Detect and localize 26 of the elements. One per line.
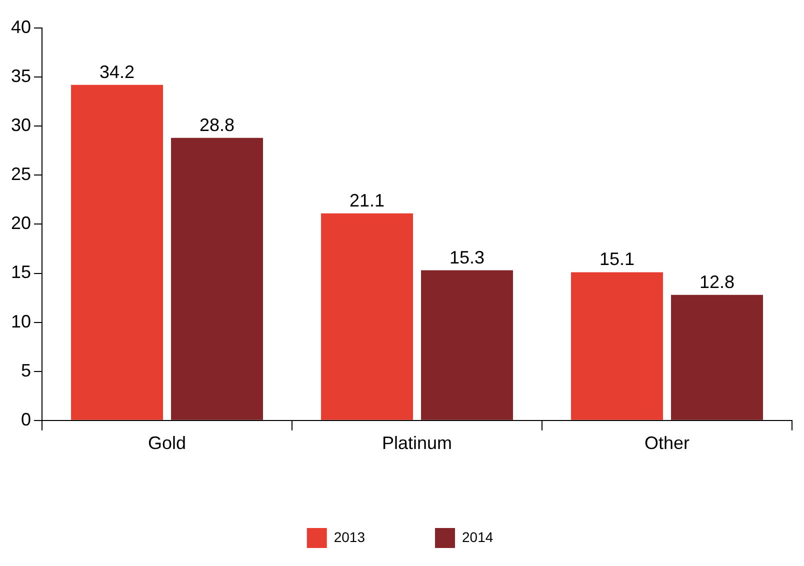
bar bbox=[571, 272, 664, 420]
y-tick-label: 25 bbox=[10, 164, 32, 184]
y-tick-label: 20 bbox=[10, 213, 32, 234]
y-tick-label: 40 bbox=[10, 16, 32, 37]
y-tick-label: 30 bbox=[10, 115, 32, 136]
y-tick-label: 35 bbox=[10, 66, 32, 86]
data-label: 15.1 bbox=[599, 249, 635, 270]
y-tick-label: 0 bbox=[21, 409, 32, 430]
data-label: 34.2 bbox=[99, 62, 135, 82]
bar bbox=[71, 84, 164, 420]
data-label: 21.1 bbox=[349, 190, 385, 210]
bar bbox=[421, 270, 514, 420]
data-label: 15.3 bbox=[449, 247, 485, 268]
bar bbox=[671, 294, 763, 420]
bar bbox=[171, 138, 264, 420]
x-tick-label: Platinum bbox=[382, 433, 452, 454]
x-tick-label: Other bbox=[644, 433, 690, 454]
data-label: 12.8 bbox=[699, 272, 735, 292]
bar bbox=[321, 213, 414, 420]
y-tick-label: 10 bbox=[10, 311, 32, 332]
legend-label: 2014 bbox=[462, 528, 494, 545]
legend-label: 2013 bbox=[334, 528, 366, 545]
y-tick-label: 15 bbox=[10, 262, 32, 282]
data-label: 28.8 bbox=[199, 114, 235, 135]
x-tick-label: Gold bbox=[148, 433, 186, 454]
y-tick-label: 5 bbox=[21, 360, 32, 380]
